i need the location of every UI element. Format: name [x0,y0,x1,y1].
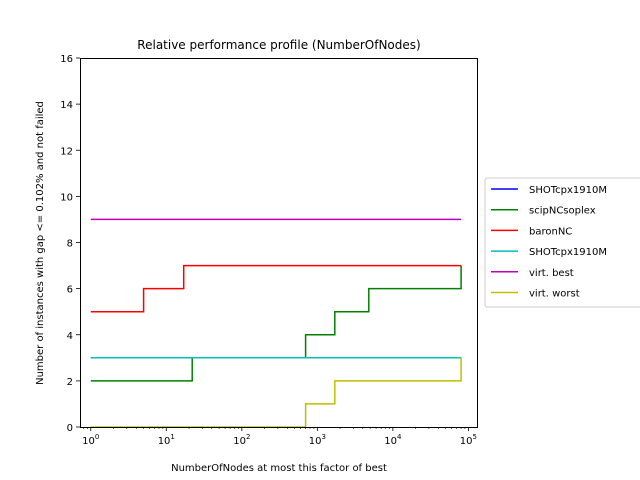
y-tick-label-3: 6 [67,285,73,296]
legend-label-0: SHOTcpx1910M [529,185,607,196]
legend-label-4: virt. best [529,268,574,279]
legend-label-3: SHOTcpx1910M [529,247,607,258]
y-tick-label-6: 12 [60,146,73,157]
y-tick-label-5: 10 [60,192,73,203]
y-tick-label-1: 2 [67,377,73,388]
series-layer [90,218,462,428]
y-tick-label-7: 14 [60,100,73,111]
x-tick-label-2: 102 [233,433,250,447]
legend-frame [484,177,640,308]
y-tick-label-8: 16 [60,54,73,65]
legend-label-5: virt. worst [529,289,580,300]
series-line-5 [90,357,462,428]
y-axis: 0 2 4 6 8 10 12 14 16 [60,54,80,434]
x-tick-label-5: 105 [460,433,477,447]
x-tick-label-4: 104 [384,433,402,447]
x-tick-label-1: 101 [158,433,175,447]
y-tick-label-0: 0 [67,423,73,434]
x-axis: 100 101 102 103 104 105 [82,427,477,447]
legend: SHOTcpx1910M scipNCsoplex baronNC SHOTcpx19… [484,177,640,308]
series-line-2 [90,264,462,313]
y-tick-label-2: 4 [67,331,73,342]
x-tick-label-0: 100 [82,433,99,447]
legend-label-2: baronNC [529,226,572,237]
y-axis-label: Number of instances with gap <= 0.102% a… [35,101,46,385]
chart-title: Relative performance profile (NumberOfNo… [137,38,420,52]
x-axis-label: NumberOfNodes at most this factor of bes… [171,463,387,474]
x-tick-label-3: 103 [309,433,326,447]
y-tick-label-4: 8 [67,239,73,250]
plot-frame [80,58,478,428]
legend-label-1: scipNCsoplex [529,206,596,217]
series-line-1 [90,265,462,382]
